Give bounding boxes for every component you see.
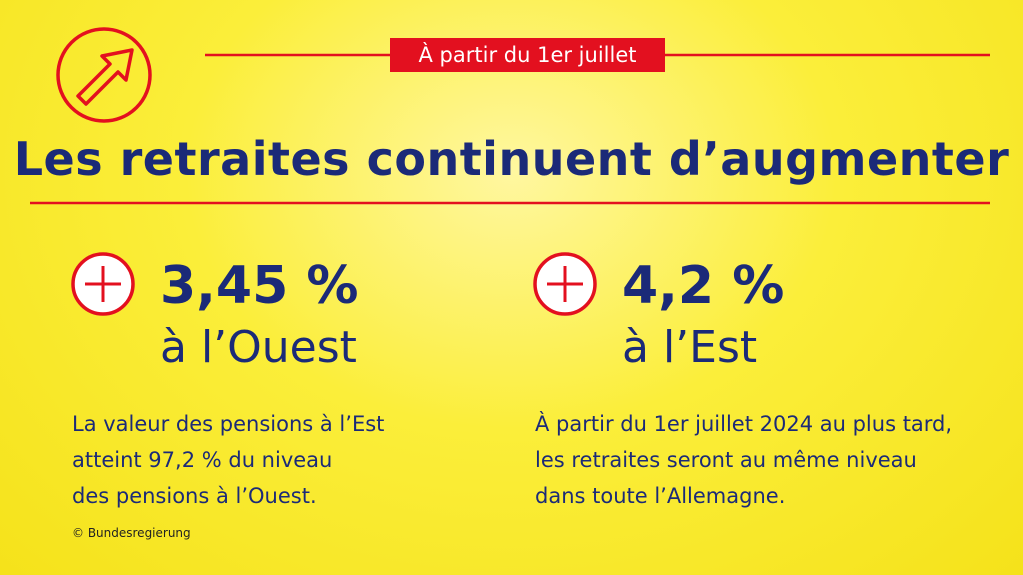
- region: à l’Ouest: [160, 322, 357, 373]
- description: La valeur des pensions à l’Est atteint 9…: [72, 406, 384, 514]
- plus-icon: [533, 252, 597, 316]
- text-line: atteint 97,2 % du niveau: [72, 448, 333, 472]
- percentage: 3,45 %: [160, 256, 359, 316]
- text-line: les retraites seront au même niveau: [535, 448, 917, 472]
- arrow-icon: [56, 27, 152, 123]
- text-line: La valeur des pensions à l’Est: [72, 412, 385, 436]
- percentage: 4,2 %: [622, 256, 785, 316]
- text-line: À partir du 1er juillet 2024 au plus tar…: [535, 412, 953, 436]
- text-line: des pensions à l’Ouest.: [72, 484, 317, 508]
- description: À partir du 1er juillet 2024 au plus tar…: [535, 406, 952, 514]
- text-line: dans toute l’Allemagne.: [535, 484, 786, 508]
- region: à l’Est: [622, 322, 758, 373]
- date-badge: À partir du 1er juillet: [390, 38, 665, 72]
- credit: © Bundesregierung: [72, 526, 191, 540]
- title: Les retraites continuent d’augmenter: [13, 132, 1010, 186]
- plus-icon: [71, 252, 135, 316]
